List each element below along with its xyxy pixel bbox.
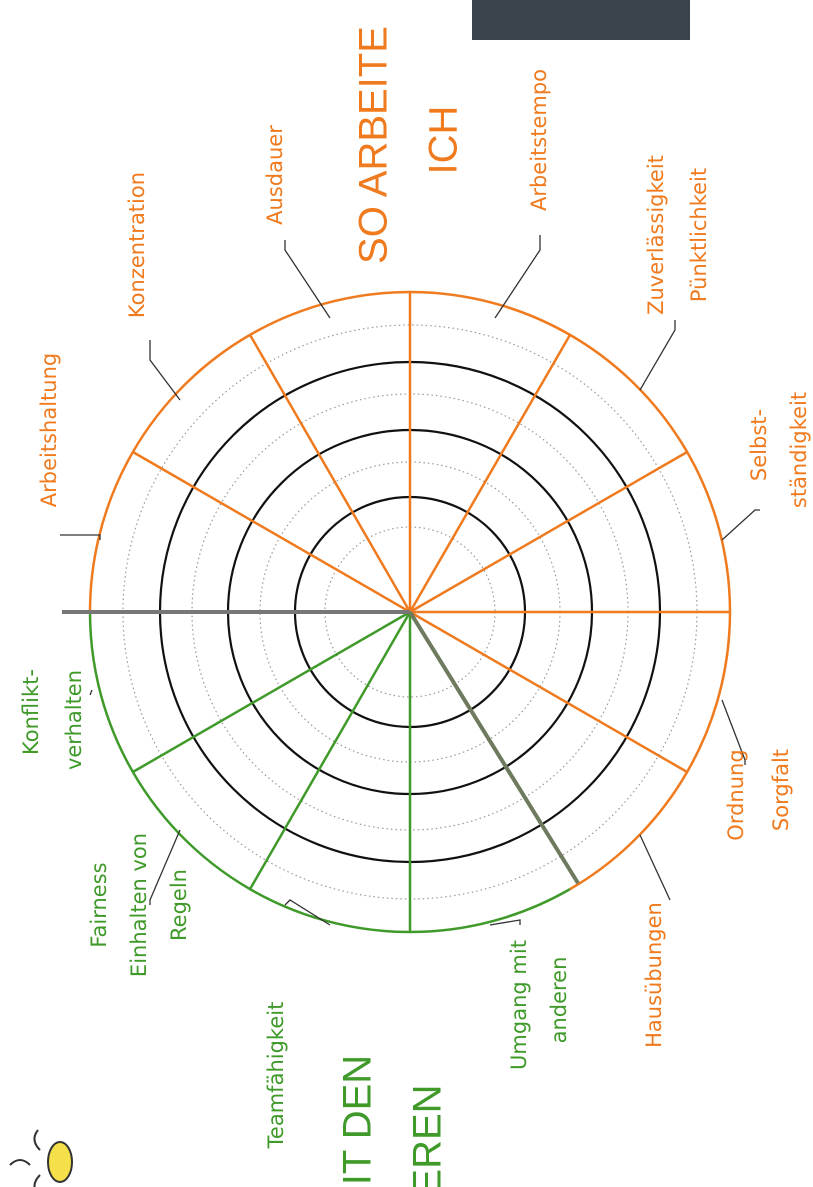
spoke [409, 450, 688, 614]
spoke [409, 610, 688, 774]
label: Konflikt- [19, 669, 43, 755]
heading: ICH [422, 106, 466, 175]
heading: SO ARBEITE [352, 26, 396, 264]
spoke [248, 334, 412, 613]
leader-lines [60, 235, 760, 926]
heading: IT DEN [336, 1055, 380, 1185]
labels: Arbeitshaltung Konzentration Ausdauer SO… [19, 26, 811, 1187]
spoke [408, 334, 572, 613]
label: ständigkeit [787, 392, 811, 508]
label: Pünktlichkeit [687, 168, 711, 302]
label: Ausdauer [263, 125, 287, 225]
label: Sorgfalt [769, 749, 793, 831]
label: Arbeitshaltung [37, 353, 61, 507]
label: Selbst- [747, 409, 771, 481]
label: Ordnung [724, 749, 748, 840]
divider [408, 610, 580, 885]
heading: EREN [406, 1084, 450, 1187]
label: Konzentration [125, 172, 149, 318]
label: Fairness [87, 862, 111, 947]
label: Umgang mit [507, 940, 531, 1070]
outer-arc [88, 290, 732, 891]
label: Zuverlässigkeit [644, 155, 668, 315]
label: verhalten [62, 670, 86, 770]
bee-icon [9, 1129, 73, 1187]
spoke [248, 611, 412, 890]
wheel [62, 290, 732, 934]
dark-box [472, 0, 690, 40]
label: Hausübungen [642, 902, 666, 1048]
label: Regeln [167, 869, 191, 941]
label: Arbeitstempo [527, 69, 551, 211]
label: Einhalten von [127, 833, 151, 977]
label: anderen [547, 957, 571, 1044]
spoke [132, 450, 411, 614]
spoke [132, 610, 411, 774]
label: Teamfähigkeit [264, 1002, 288, 1150]
